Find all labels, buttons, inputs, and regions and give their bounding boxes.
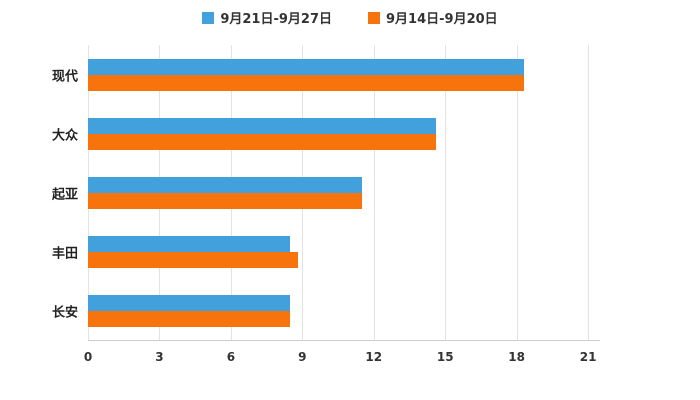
legend-label: 9月21日-9月27日 xyxy=(220,12,332,27)
x-tick-label: 15 xyxy=(436,350,454,364)
category-label: 丰田 xyxy=(51,246,78,261)
x-tick-label: 21 xyxy=(579,350,597,364)
category-label: 现代 xyxy=(51,69,78,84)
legend-item-series-0[interactable]: 9月21日-9月27日 xyxy=(202,8,332,27)
gridline xyxy=(588,45,590,340)
legend-item-series-1[interactable]: 9月14日-9月20日 xyxy=(368,8,498,27)
bar-丰田-series-1 xyxy=(88,251,298,268)
category-label: 起亚 xyxy=(51,187,78,202)
x-tick-label: 0 xyxy=(83,350,93,364)
bar-大众-series-1 xyxy=(88,133,436,150)
bar-起亚-series-1 xyxy=(88,192,362,209)
legend-label: 9月14日-9月20日 xyxy=(386,12,498,27)
gridline xyxy=(445,45,447,340)
plot-area: 0 3 6 9 12 15 18 21 现代大众起亚丰田长安 xyxy=(52,45,600,364)
bar-现代-series-0 xyxy=(88,58,524,75)
bar-起亚-series-0 xyxy=(88,176,362,193)
category-label: 大众 xyxy=(51,128,78,143)
bar-丰田-series-0 xyxy=(88,235,291,252)
gridline xyxy=(373,45,375,340)
bar-大众-series-0 xyxy=(88,117,436,134)
category-label: 长安 xyxy=(51,305,78,320)
x-tick-label: 3 xyxy=(155,350,164,364)
gridline xyxy=(516,45,518,340)
bar-现代-series-1 xyxy=(88,74,524,91)
x-tick-label: 18 xyxy=(508,350,525,364)
x-tick-label: 9 xyxy=(298,350,307,364)
legend-swatch-icon xyxy=(368,11,380,24)
x-tick-label: 12 xyxy=(365,350,383,364)
legend-swatch-icon xyxy=(202,11,215,24)
bar-长安-series-1 xyxy=(88,310,291,327)
x-tick-label: 6 xyxy=(226,350,236,364)
bar-长安-series-0 xyxy=(88,294,291,311)
legend: 9月21日-9月27日 9月14日-9月20日 xyxy=(0,8,700,27)
